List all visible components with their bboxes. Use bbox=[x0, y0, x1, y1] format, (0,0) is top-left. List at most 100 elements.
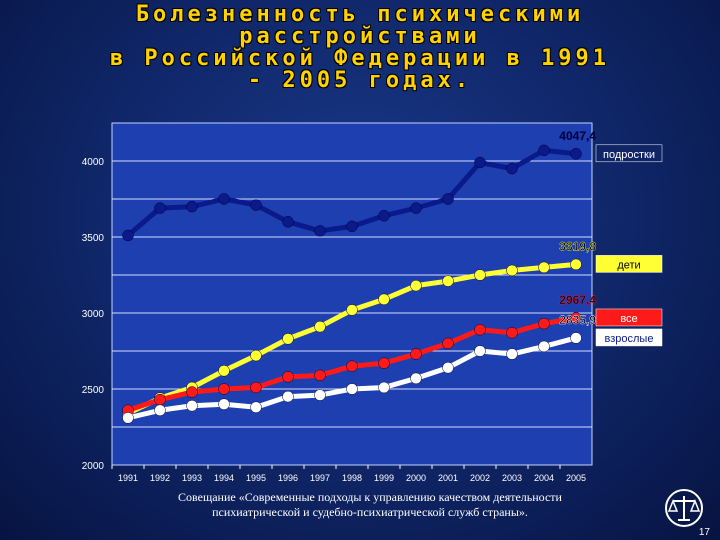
data-point bbox=[346, 360, 358, 372]
series-label-box bbox=[595, 328, 663, 347]
end-value-label: 4047,4 bbox=[559, 129, 596, 143]
data-point bbox=[186, 200, 198, 213]
data-point bbox=[314, 225, 326, 237]
data-point bbox=[410, 202, 422, 214]
data-point bbox=[346, 383, 358, 395]
title-line-2: расстройствами bbox=[239, 24, 481, 49]
data-point bbox=[154, 393, 166, 406]
data-point bbox=[538, 261, 550, 274]
data-point bbox=[538, 340, 550, 353]
plot-area bbox=[111, 122, 593, 466]
end-value-label: 3319,8 bbox=[559, 239, 596, 253]
data-point bbox=[570, 312, 582, 324]
data-point bbox=[442, 361, 454, 374]
data-point bbox=[186, 386, 198, 398]
data-point bbox=[282, 390, 294, 403]
title-line-3: в Российской Федерации в 1991 bbox=[109, 46, 611, 71]
x-tick-label: 1998 bbox=[342, 473, 362, 483]
x-tick-label: 2000 bbox=[406, 473, 426, 483]
x-tick-label: 1993 bbox=[182, 473, 202, 483]
data-point bbox=[570, 148, 582, 160]
data-point bbox=[314, 389, 326, 401]
title-line-1: Болезненность психическими bbox=[135, 2, 585, 27]
end-value-label: 2835,9 bbox=[559, 313, 596, 327]
page-number: 17 bbox=[698, 527, 710, 538]
data-point bbox=[314, 320, 326, 333]
data-point bbox=[442, 337, 454, 350]
y-tick-label: 2500 bbox=[82, 385, 105, 396]
title-line-4: - 2005 годах. bbox=[247, 68, 473, 93]
data-point bbox=[410, 372, 422, 385]
y-tick-label: 3000 bbox=[82, 309, 105, 320]
data-point bbox=[570, 332, 582, 344]
footer-caption: Совещание «Современные подходы к управле… bbox=[120, 490, 620, 520]
series-label: взрослые bbox=[605, 333, 654, 345]
y-tick-label: 3500 bbox=[82, 233, 105, 244]
data-point bbox=[410, 279, 422, 292]
data-point bbox=[154, 404, 166, 417]
data-point bbox=[282, 333, 294, 345]
data-point bbox=[474, 345, 486, 357]
data-point bbox=[154, 202, 166, 214]
data-point bbox=[378, 209, 390, 222]
data-point bbox=[346, 220, 358, 233]
footer-line-2: психиатрической и судебно-психиатрическо… bbox=[212, 505, 528, 519]
x-tick-label: 1997 bbox=[310, 473, 330, 483]
scales-logo-icon bbox=[665, 489, 703, 527]
series-label-box bbox=[595, 144, 663, 163]
y-tick-label: 4000 bbox=[82, 157, 105, 168]
data-point bbox=[378, 357, 390, 369]
data-point bbox=[186, 399, 198, 412]
series-label: подростки bbox=[603, 149, 655, 161]
x-tick-label: 1991 bbox=[118, 473, 138, 483]
data-point bbox=[282, 216, 294, 228]
data-point bbox=[218, 398, 230, 410]
data-point bbox=[378, 293, 390, 306]
data-point bbox=[282, 371, 294, 383]
data-point bbox=[474, 323, 486, 336]
data-point bbox=[538, 144, 550, 157]
series-label-box bbox=[595, 308, 663, 327]
data-point bbox=[250, 381, 262, 394]
series-label-box bbox=[595, 255, 663, 273]
data-point bbox=[218, 383, 230, 395]
y-tick-label: 2000 bbox=[82, 461, 105, 472]
x-tick-label: 2003 bbox=[502, 473, 522, 483]
x-tick-label: 2004 bbox=[534, 473, 554, 483]
data-point bbox=[442, 193, 454, 205]
data-point bbox=[506, 327, 518, 339]
data-point bbox=[474, 269, 486, 281]
data-point bbox=[506, 264, 518, 277]
data-point bbox=[314, 369, 326, 382]
data-point bbox=[506, 162, 518, 175]
x-tick-label: 2005 bbox=[566, 473, 586, 483]
x-tick-label: 2002 bbox=[470, 473, 490, 483]
series-label: дети bbox=[617, 259, 640, 271]
chart-title: Болезненность психическими расстройствам… bbox=[0, 4, 720, 92]
data-point bbox=[218, 193, 230, 205]
data-point bbox=[122, 412, 134, 424]
data-point bbox=[538, 317, 550, 330]
data-point bbox=[250, 349, 262, 362]
x-tick-label: 1996 bbox=[278, 473, 298, 483]
end-value-label: 2967,4 bbox=[559, 293, 596, 307]
x-tick-label: 1994 bbox=[214, 473, 234, 483]
x-tick-label: 1992 bbox=[150, 473, 170, 483]
footer-line-1: Совещание «Современные подходы к управле… bbox=[178, 490, 562, 504]
data-point bbox=[122, 229, 134, 242]
data-point bbox=[570, 258, 582, 271]
data-point bbox=[442, 275, 454, 287]
x-tick-label: 1999 bbox=[374, 473, 394, 483]
series-label: все bbox=[620, 313, 637, 325]
data-point bbox=[410, 348, 422, 360]
x-tick-label: 1995 bbox=[246, 473, 266, 483]
data-point bbox=[218, 365, 230, 377]
data-point bbox=[250, 401, 262, 413]
data-point bbox=[506, 348, 518, 360]
data-point bbox=[378, 381, 390, 394]
x-tick-label: 2001 bbox=[438, 473, 458, 483]
data-point bbox=[250, 199, 262, 211]
data-point bbox=[346, 304, 358, 316]
data-point bbox=[474, 156, 486, 169]
